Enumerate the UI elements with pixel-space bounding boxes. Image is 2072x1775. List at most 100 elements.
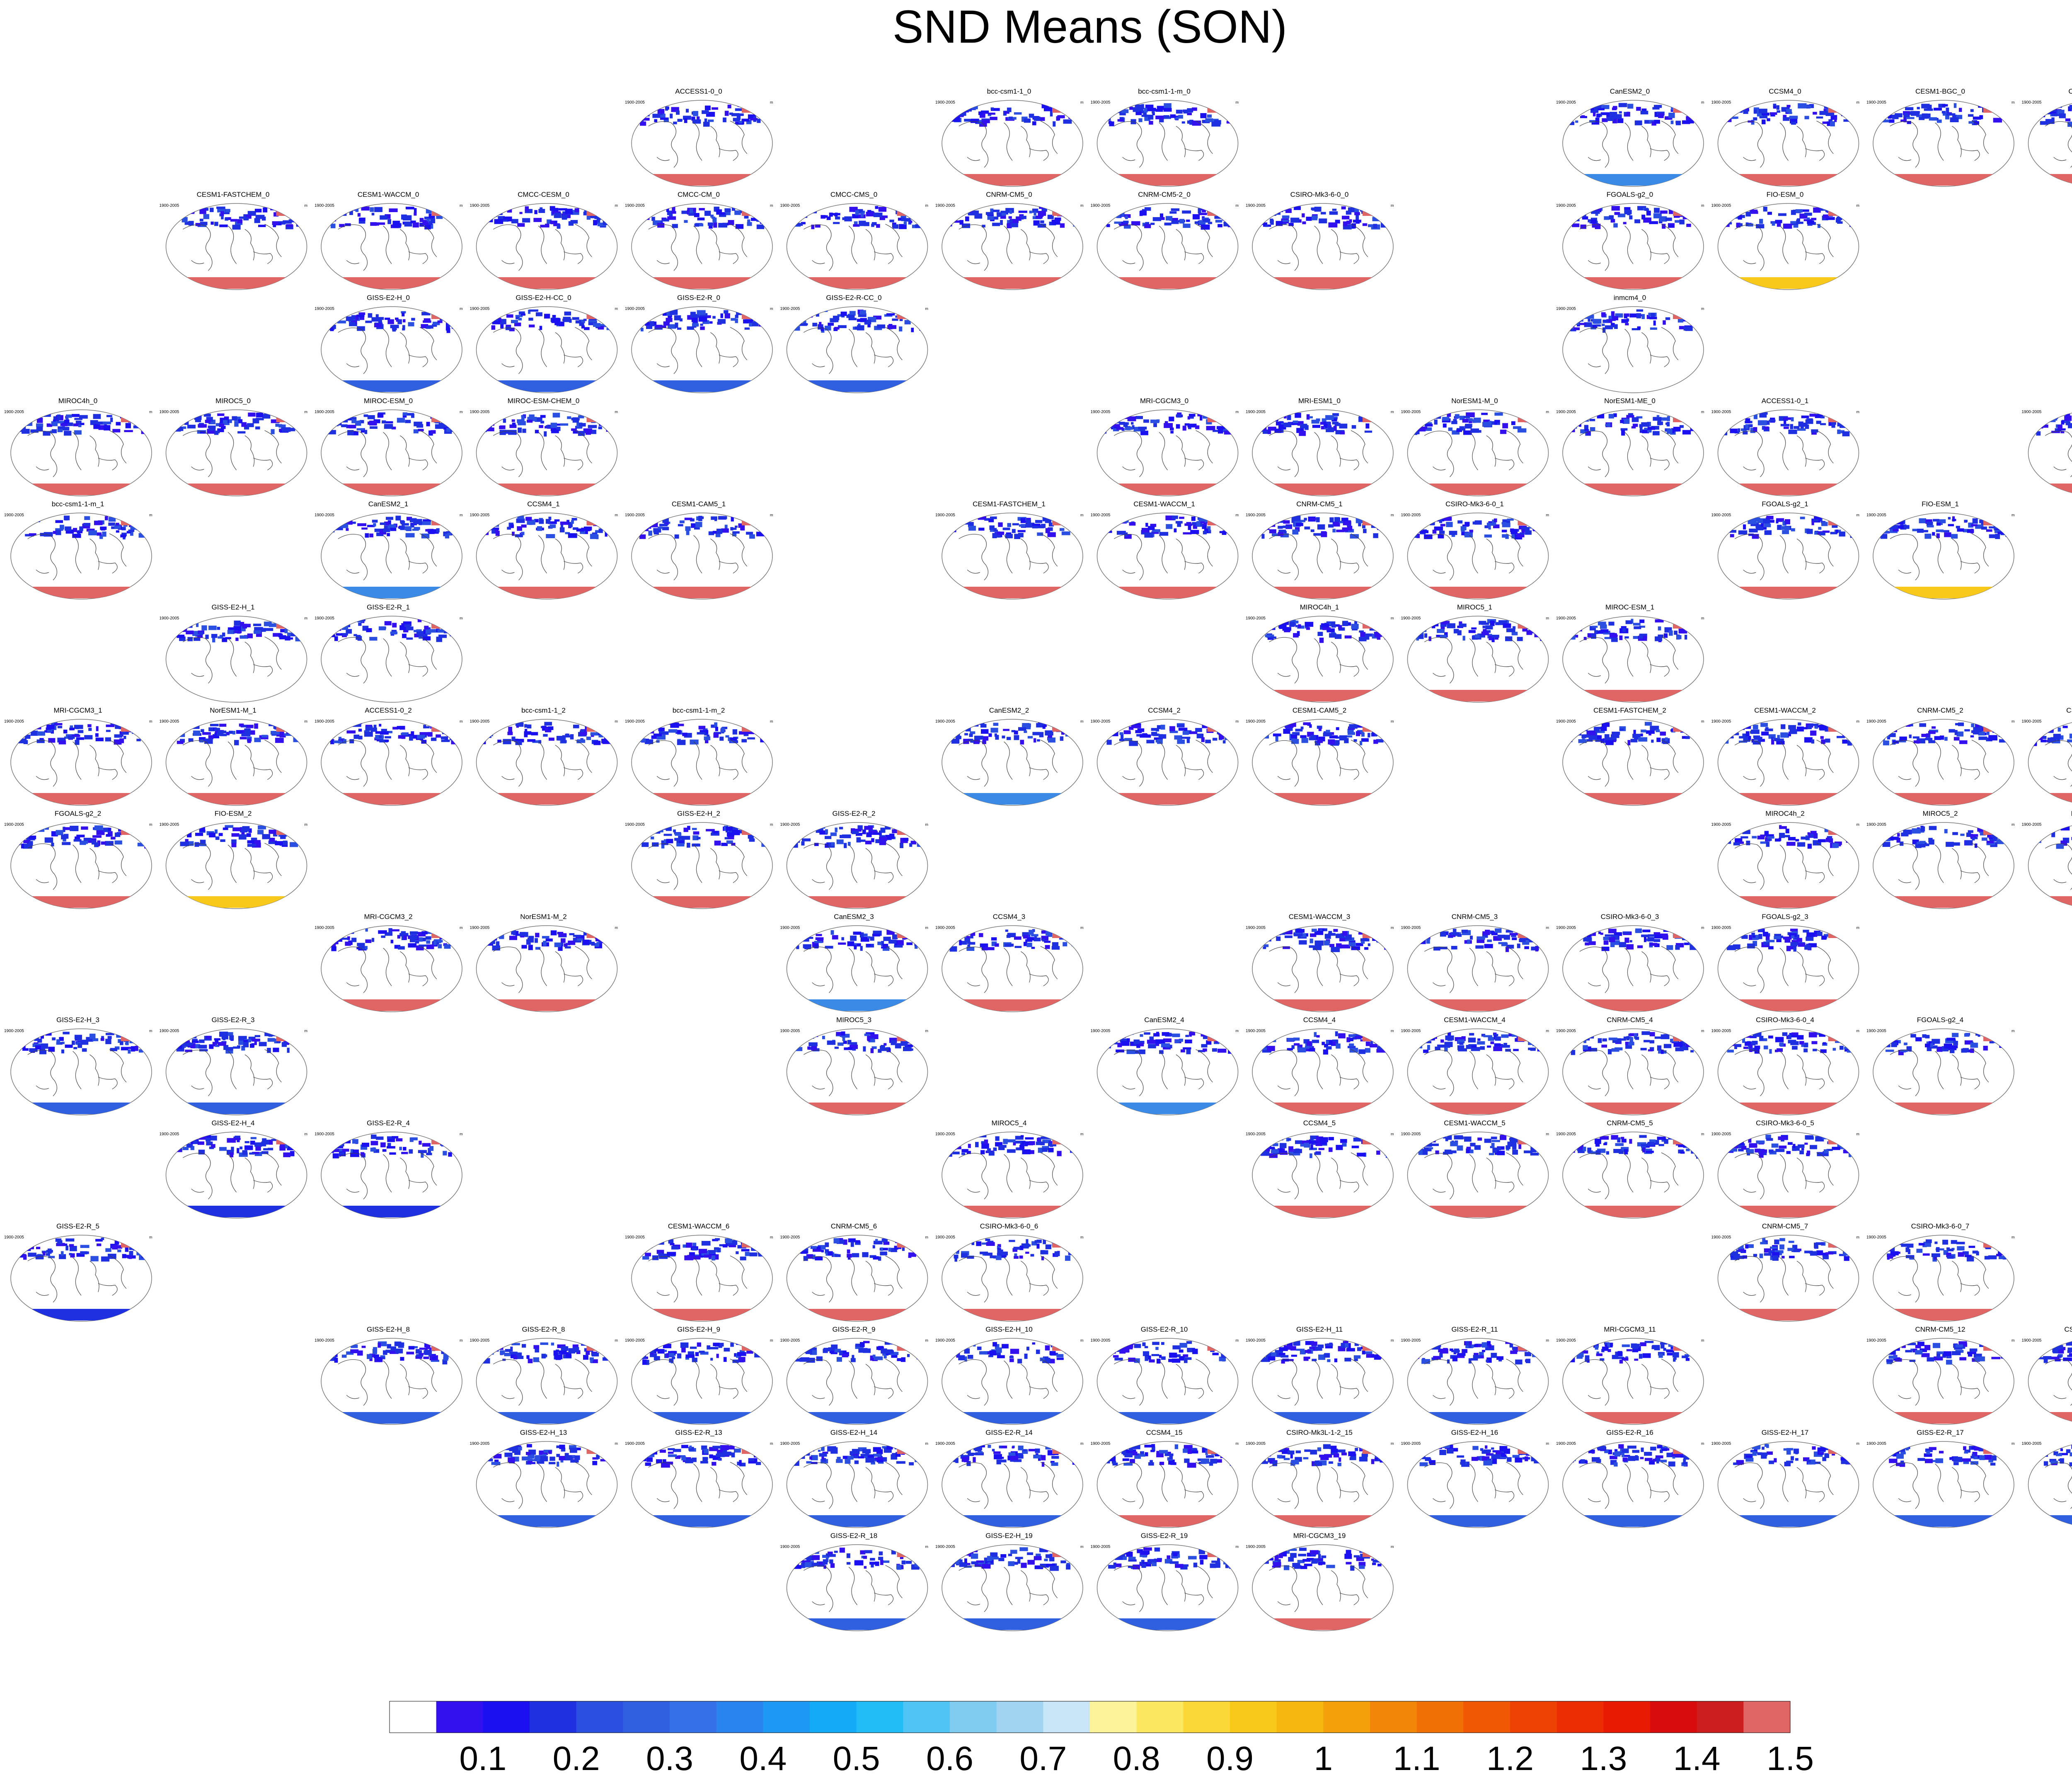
- coastline: [36, 569, 49, 574]
- snow-cell: [263, 207, 268, 213]
- snow-cell: [1306, 414, 1310, 420]
- snow-cell: [1526, 630, 1532, 635]
- snow-cell: [384, 424, 393, 429]
- snow-cell: [1170, 430, 1174, 434]
- snow-cell: [517, 526, 522, 531]
- snow-cell: [641, 730, 649, 735]
- coastline: [1196, 533, 1213, 567]
- snow-cell: [1197, 413, 1202, 416]
- snow-cell: [482, 316, 486, 321]
- snow-cell: [366, 628, 372, 632]
- snow-cell: [951, 725, 955, 729]
- snow-cell: [998, 522, 1003, 527]
- coastline: [967, 157, 980, 161]
- snow-cell: [1032, 208, 1038, 213]
- coastline: [1641, 435, 1651, 467]
- snow-cell: [482, 520, 491, 525]
- snow-cell: [1723, 430, 1728, 435]
- coastline: [501, 569, 515, 574]
- snow-cell: [610, 530, 617, 533]
- snow-cell: [1697, 740, 1704, 745]
- snow-cell: [720, 313, 724, 318]
- coastline: [656, 363, 670, 368]
- snow-cell: [222, 637, 228, 642]
- snow-cell: [370, 728, 377, 732]
- snow-cell: [1828, 421, 1833, 426]
- coastline: [1779, 432, 1789, 470]
- snow-cell: [1436, 620, 1443, 623]
- snow-cell: [1372, 727, 1377, 731]
- snow-cell: [48, 738, 56, 743]
- snow-cell: [455, 530, 461, 533]
- snow-cell: [605, 414, 612, 419]
- snow-cell: [1075, 210, 1082, 214]
- snow-cell: [2000, 725, 2005, 730]
- snow-cell: [1971, 524, 1978, 527]
- snow-cell: [646, 725, 650, 729]
- snow-cell: [414, 212, 417, 216]
- snow-cell: [489, 421, 495, 426]
- snow-cell: [1472, 635, 1478, 640]
- snow-cell: [280, 629, 287, 633]
- snow-cell: [1773, 106, 1777, 109]
- panel-period: 1900-2005: [1556, 203, 1576, 208]
- snow-cell: [1110, 415, 1113, 418]
- snow-cell: [175, 629, 181, 632]
- snow-cell: [713, 222, 717, 228]
- snow-cell: [1129, 106, 1133, 110]
- snow-cell: [1636, 309, 1643, 312]
- snow-cell: [1464, 522, 1470, 526]
- snow-cell: [674, 534, 679, 539]
- snow-cell: [1336, 736, 1343, 739]
- snow-cell: [349, 210, 353, 215]
- snow-cell: [457, 208, 462, 211]
- snow-cell: [1997, 727, 2002, 730]
- snow-cell: [1743, 431, 1748, 435]
- snow-cell: [1592, 626, 1598, 628]
- snow-cell: [1641, 215, 1646, 220]
- snow-cell: [829, 213, 833, 217]
- snow-cell: [745, 319, 754, 323]
- snow-cell: [693, 111, 698, 116]
- snow-cell: [1169, 416, 1174, 421]
- snow-cell: [114, 734, 123, 738]
- snow-cell: [672, 224, 678, 228]
- snow-cell: [1909, 734, 1912, 738]
- snow-cell: [215, 423, 221, 426]
- snow-cell: [1582, 309, 1589, 312]
- snow-cell: [1881, 119, 1890, 123]
- snow-cell: [372, 520, 378, 523]
- snow-cell: [1258, 212, 1267, 218]
- coastline: [710, 332, 720, 364]
- snow-cell: [768, 109, 772, 114]
- snow-cell: [237, 431, 246, 434]
- snow-cell: [1732, 110, 1738, 113]
- snow-cell: [1773, 104, 1777, 108]
- snow-cell: [1016, 216, 1021, 220]
- snow-cell: [1257, 422, 1264, 426]
- snow-cell: [1359, 630, 1364, 633]
- snow-cell: [1371, 523, 1377, 528]
- snow-cell: [692, 119, 701, 124]
- snow-cell: [1376, 739, 1384, 743]
- snow-cell: [226, 732, 230, 735]
- snow-cell: [673, 121, 677, 124]
- snow-cell: [1202, 524, 1207, 529]
- snow-cell: [139, 833, 145, 837]
- snow-cell: [649, 321, 654, 326]
- snow-cell: [1114, 213, 1121, 218]
- snow-cell: [1442, 417, 1450, 421]
- snow-cell: [1622, 627, 1626, 632]
- snow-cell: [1627, 104, 1634, 109]
- coastline: [1196, 430, 1213, 464]
- coastline: [338, 224, 368, 271]
- snow-cell: [57, 738, 66, 743]
- snow-cell: [1762, 426, 1765, 430]
- snow-cell: [533, 218, 542, 222]
- coastline: [1624, 329, 1634, 367]
- snow-cell: [515, 739, 524, 742]
- snow-cell: [1809, 104, 1814, 108]
